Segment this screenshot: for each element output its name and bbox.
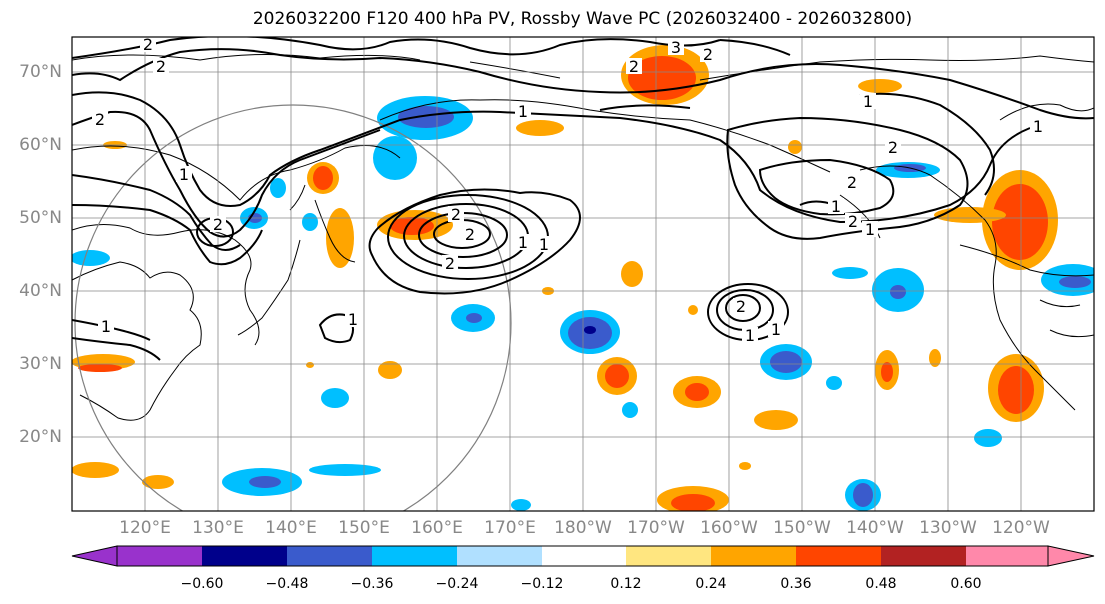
colorbar-swatch <box>202 546 287 566</box>
colorbar-tick: −0.24 <box>435 576 479 592</box>
lon-label-130e: 130°E <box>192 518 244 538</box>
contour-label: 1 <box>179 165 189 184</box>
lon-label-150e: 150°E <box>338 518 390 538</box>
colorbar-swatch <box>542 546 626 566</box>
contour-label: 3 <box>671 38 681 57</box>
lon-label-170e: 170°E <box>484 518 536 538</box>
colorbar-swatch <box>287 546 372 566</box>
contour-label: 2 <box>143 35 153 54</box>
contour-label: 1 <box>771 320 781 339</box>
contour-label: 1 <box>518 233 528 252</box>
lon-label-160e: 160°E <box>411 518 463 538</box>
contour-label: 1 <box>745 326 755 345</box>
contour-label: 2 <box>445 254 455 273</box>
gridlines <box>72 37 1094 511</box>
contour-label: 2 <box>847 173 857 192</box>
lon-label-150w: 150°W <box>773 518 831 538</box>
colorbar-swatch <box>881 546 966 566</box>
lat-label-50n: 50°N <box>19 208 62 228</box>
contour-label: 2 <box>451 205 461 224</box>
colorbar-tick: 0.36 <box>780 576 812 592</box>
contour-label: 1 <box>101 317 111 336</box>
contour-label: 1 <box>831 197 841 216</box>
contour-label: 2 <box>95 110 105 129</box>
colorbar-swatch <box>966 546 1048 566</box>
colorbar-swatch <box>71 545 118 567</box>
colorbar-swatch <box>372 546 457 566</box>
contour-label: 2 <box>888 138 898 157</box>
contour-label: 1 <box>348 310 358 329</box>
contour-label: 2 <box>156 57 166 76</box>
coastlines <box>72 53 1094 421</box>
map-title: 2026032200 F120 400 hPa PV, Rossby Wave … <box>252 9 913 29</box>
colorbar-tick: −0.12 <box>520 576 564 592</box>
lat-label-20n: 20°N <box>19 427 62 447</box>
colorbar-tick: −0.36 <box>350 576 394 592</box>
colorbar-tick: −0.48 <box>265 576 309 592</box>
contour-label: 1 <box>518 102 528 121</box>
contour-label: 2 <box>703 45 713 64</box>
colorbar-tick: 0.48 <box>865 576 897 592</box>
lon-label-180w: 180°W <box>554 518 612 538</box>
colorbar-swatch <box>626 546 711 566</box>
lon-label-120e: 120°E <box>119 518 171 538</box>
contour-label: 2 <box>213 215 223 234</box>
colorbar <box>71 545 1095 567</box>
contour-label: 1 <box>863 92 873 111</box>
lat-label-40n: 40°N <box>19 281 62 301</box>
contour-label: 1 <box>1033 117 1043 136</box>
colorbar-swatch <box>796 546 881 566</box>
colorbar-swatch <box>457 546 542 566</box>
lon-label-130w: 130°W <box>919 518 977 538</box>
colorbar-tick: 0.24 <box>695 576 727 592</box>
contour-label: 2 <box>465 225 475 244</box>
lat-label-70n: 70°N <box>19 62 62 82</box>
lon-label-140e: 140°E <box>265 518 317 538</box>
lat-label-60n: 60°N <box>19 135 62 155</box>
contour-label: 2 <box>629 57 639 76</box>
lon-label-120w: 120°W <box>992 518 1050 538</box>
pv-contours <box>72 37 1094 361</box>
map-frame <box>71 36 1095 512</box>
colorbar-tick: −0.60 <box>180 576 224 592</box>
lon-label-140w: 140°W <box>846 518 904 538</box>
lat-label-30n: 30°N <box>19 354 62 374</box>
colorbar-swatch <box>711 546 796 566</box>
colorbar-tick: 0.12 <box>610 576 642 592</box>
contour-label: 1 <box>539 235 549 254</box>
colorbar-swatch <box>1047 545 1095 567</box>
lon-label-160w: 160°W <box>700 518 758 538</box>
contour-label: 1 <box>865 220 875 239</box>
pv-anomaly-shading <box>72 45 1094 511</box>
lon-label-170w: 170°W <box>627 518 685 538</box>
colorbar-tick: 0.60 <box>950 576 982 592</box>
contour-label: 2 <box>848 212 858 231</box>
contour-label: 2 <box>736 297 746 316</box>
reference-circle <box>74 104 512 511</box>
